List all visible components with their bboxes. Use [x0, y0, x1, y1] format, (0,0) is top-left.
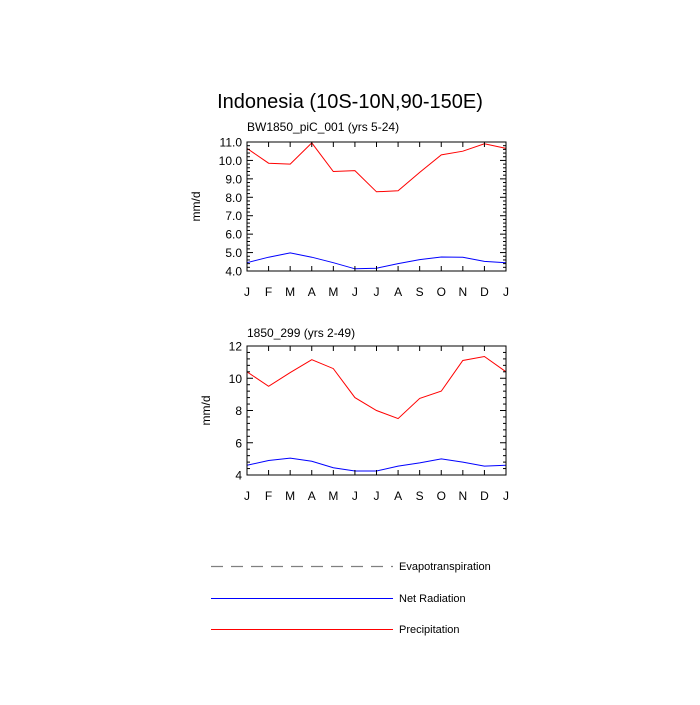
panel-title: 1850_299 (yrs 2-49)	[247, 326, 355, 340]
y-tick-label: 4	[235, 469, 242, 483]
x-tick-label: J	[244, 285, 250, 299]
y-tick-label: 6.0	[225, 228, 242, 242]
series-line-net-radiation	[246, 457, 507, 472]
x-tick-label: S	[416, 285, 424, 299]
x-tick-label: A	[394, 285, 402, 299]
legend-label-precipitation: Precipitation	[399, 624, 460, 636]
y-tick-label: 8.0	[225, 191, 242, 205]
figure-title: Indonesia (10S-10N,90-150E)	[217, 91, 483, 113]
x-tick-label: F	[265, 489, 272, 503]
x-tick-label: D	[480, 489, 489, 503]
x-tick-label: N	[458, 285, 467, 299]
legend-label-net-radiation: Net Radiation	[399, 593, 466, 605]
panel-title: BW1850_piC_001 (yrs 5-24)	[247, 120, 399, 134]
y-tick-label: 7.0	[225, 209, 242, 223]
x-tick-label: A	[394, 489, 402, 503]
y-tick-label: 8	[235, 404, 242, 418]
x-tick-label: D	[480, 285, 489, 299]
x-tick-label: N	[458, 489, 467, 503]
series-line-precipitation	[246, 355, 507, 420]
x-tick-label: A	[308, 285, 316, 299]
y-axis-label: mm/d	[189, 192, 203, 222]
x-tick-label: M	[285, 285, 295, 299]
y-tick-label: 12	[229, 340, 243, 354]
x-tick-label: O	[437, 489, 446, 503]
y-axis-label: mm/d	[199, 396, 213, 426]
plot-frame	[246, 141, 507, 272]
x-tick-label: A	[308, 489, 316, 503]
x-tick-label: F	[265, 285, 272, 299]
x-tick-label: J	[374, 489, 380, 503]
x-tick-label: J	[352, 489, 358, 503]
y-tick-label: 10.0	[219, 154, 243, 168]
x-tick-label: J	[503, 489, 509, 503]
legend: Evapotranspiration Net Radiation Precipi…	[211, 561, 491, 636]
y-tick-label: 10	[229, 372, 243, 386]
legend-label-evapotranspiration: Evapotranspiration	[399, 561, 491, 573]
panel-bottom: 1850_299 (yrs 2-49)mm/dJ F M A M J J A S O N D J4681…	[199, 326, 509, 503]
x-tick-label: M	[328, 285, 338, 299]
x-tick-label: M	[328, 489, 338, 503]
x-tick-label: J	[374, 285, 380, 299]
x-tick-label: J	[503, 285, 509, 299]
x-tick-label: M	[285, 489, 295, 503]
x-tick-label: S	[416, 489, 424, 503]
y-tick-label: 5.0	[225, 246, 242, 260]
x-tick-label: O	[437, 285, 446, 299]
y-tick-label: 4.0	[225, 265, 242, 279]
y-tick-label: 11.0	[220, 136, 243, 150]
x-tick-label: J	[352, 285, 358, 299]
x-tick-label: J	[244, 489, 250, 503]
series-line-precipitation	[246, 142, 507, 193]
panel-top: BW1850_piC_001 (yrs 5-24)mm/dJ F M A M J J A S O N…	[189, 120, 509, 299]
y-tick-label: 9.0	[225, 172, 242, 186]
y-tick-label: 6	[235, 436, 242, 450]
